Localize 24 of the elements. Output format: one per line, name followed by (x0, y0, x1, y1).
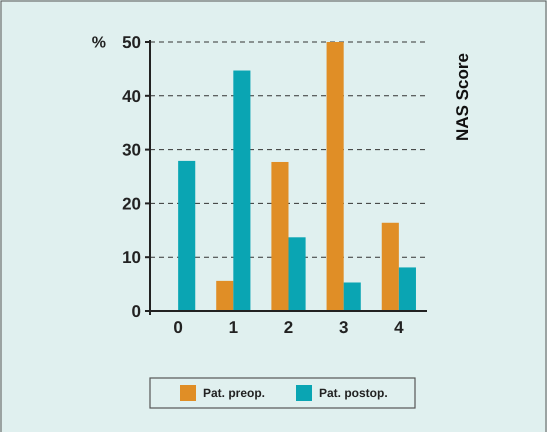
x-tick-label: 3 (338, 318, 348, 337)
y-tick-label: 40 (122, 86, 141, 106)
text: NAS Score (452, 53, 472, 141)
x-tick-label: 2 (284, 318, 294, 337)
x-tick-label: 1 (228, 318, 238, 337)
legend-label: Pat. preop. (203, 386, 266, 400)
y-tick-label: 20 (122, 194, 141, 214)
x-tick-label: 0 (173, 318, 183, 337)
bar (271, 162, 288, 311)
bar (326, 42, 344, 311)
y-tick-label: 10 (122, 248, 141, 268)
y-tick-label: 30 (122, 140, 141, 160)
bar (233, 70, 250, 311)
y-tick-label: 50 (122, 32, 141, 52)
bar (382, 222, 399, 311)
bar (178, 160, 196, 311)
legend-label: Pat. postop. (319, 386, 388, 400)
bar (288, 237, 306, 311)
x-tick-label: 4 (394, 318, 404, 337)
bar (398, 267, 416, 311)
bar (344, 282, 361, 311)
bar (216, 280, 234, 311)
y-tick-label: 0 (132, 302, 141, 321)
y-axis-title: % (92, 34, 106, 52)
